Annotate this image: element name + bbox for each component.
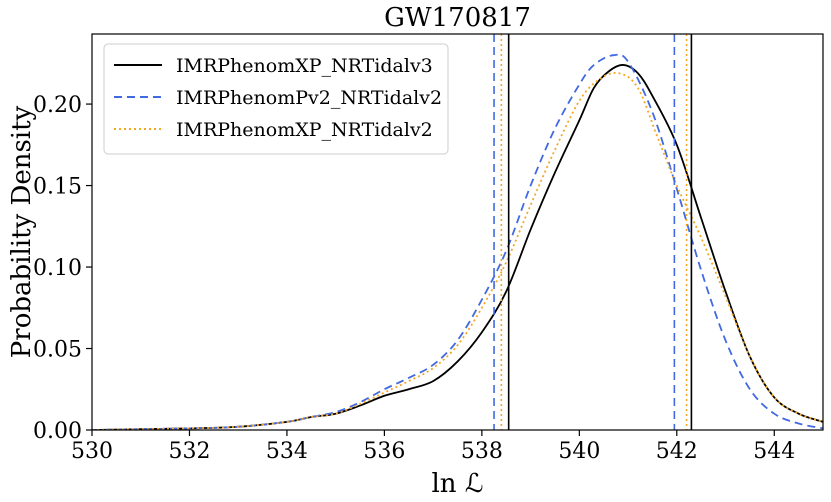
- legend-label-2: IMRPhenomPv2_NRTidalv2: [176, 87, 442, 109]
- x-tick-label: 532: [168, 439, 210, 464]
- y-tick-label: 0.15: [33, 175, 82, 200]
- plot-frame: [91, 33, 824, 431]
- interval-lines: [493, 34, 693, 430]
- x-axis: 530 532 534 536 538 540 542 544: [71, 430, 795, 464]
- y-tick-label: 0.00: [33, 419, 82, 444]
- x-tick-label: 542: [656, 439, 698, 464]
- y-tick-label: 0.20: [33, 93, 82, 118]
- y-tick-label: 0.10: [33, 256, 82, 281]
- y-axis: 0.00 0.05 0.10 0.15 0.20: [33, 93, 92, 444]
- series-line-2: [92, 53, 823, 430]
- y-tick-label: 0.05: [33, 338, 82, 363]
- x-tick-label: 530: [71, 439, 113, 464]
- x-tick-label: 540: [558, 439, 600, 464]
- series-line-3: [92, 71, 823, 430]
- legend-label-3: IMRPhenomXP_NRTidalv2: [176, 119, 433, 141]
- series-lines: [92, 53, 823, 430]
- legend-label-1: IMRPhenomXP_NRTidalv3: [176, 55, 433, 77]
- x-tick-label: 536: [363, 439, 405, 464]
- legend: IMRPhenomXP_NRTidalv3 IMRPhenomPv2_NRTida…: [103, 43, 449, 155]
- x-axis-title: ln ℒ: [431, 469, 483, 499]
- y-axis-title: Probability Density: [7, 105, 37, 358]
- series-line-1: [92, 64, 823, 430]
- legend-box: [103, 43, 449, 155]
- x-tick-label: 534: [266, 439, 308, 464]
- x-tick-label: 538: [461, 439, 503, 464]
- x-tick-label: 544: [753, 439, 795, 464]
- chart-title: GW170817: [384, 3, 531, 33]
